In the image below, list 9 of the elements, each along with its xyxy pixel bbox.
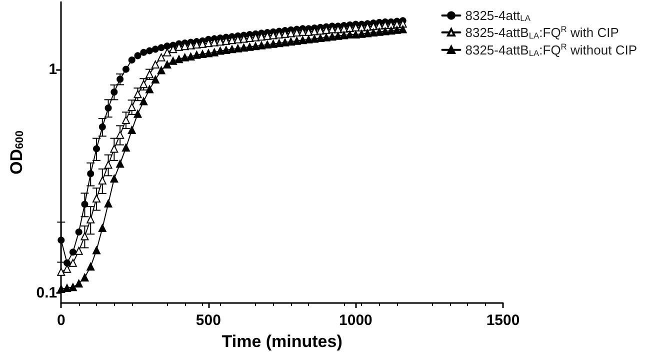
x-tick-label: 1000 xyxy=(339,312,372,329)
y-tick-label: 0.1 xyxy=(36,284,58,302)
x-axis-title: Time (minutes) xyxy=(222,332,342,351)
x-tick-label: 1500 xyxy=(486,312,520,329)
legend-label: 8325-4attLA xyxy=(465,8,531,24)
x-tick-label: 0 xyxy=(56,312,66,329)
y-tick-label: 1 xyxy=(48,60,58,78)
x-tick-label: 500 xyxy=(196,312,221,329)
y-axis-title: OD600 xyxy=(7,130,26,174)
